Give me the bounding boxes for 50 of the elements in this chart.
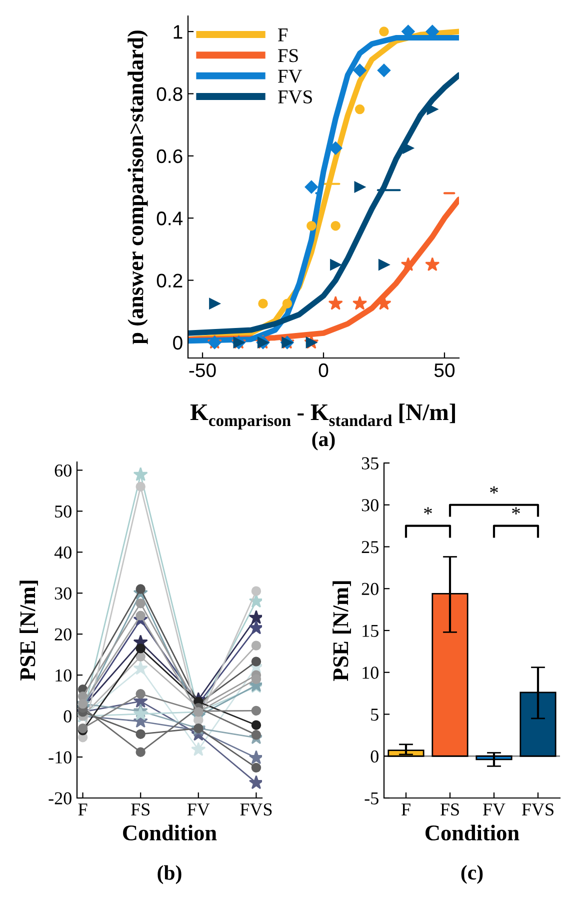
annotation: * [490,486,498,494]
y-tick-label: 25 [362,541,378,554]
legend-label: FV [278,70,302,83]
legend-label: FS [278,49,298,62]
y-tick-label: 0 [370,750,378,763]
y-tick-label: 0.6 [156,149,182,164]
x-tick-label: FS [440,803,459,816]
y-tick-label: 60 [54,464,72,477]
text: (a) [312,432,335,450]
y-tick-label: 10 [362,666,378,679]
text: (c) [461,865,483,884]
y-tick-label: 35 [362,457,378,470]
y-tick-label: 15 [362,624,378,637]
annotation: * [424,507,432,514]
x-tick-label: FV [482,804,506,816]
x-tick-label: -50 [189,363,216,378]
legend-label: F [278,28,288,42]
y-tick-label: 0 [64,710,72,722]
y-tick-label: -20 [48,792,72,804]
y-tick-label: 1 [174,25,182,39]
x-axis-title: Condition [123,824,217,840]
x-tick-label: F [402,804,410,816]
legend-label: FVS [278,90,312,104]
x-axis-title: Condition [426,824,520,840]
y-axis-title: p (answer comparison>standard) [128,30,148,344]
y-tick-label: 0.4 [156,212,183,226]
y-tick-label: 0.8 [156,87,182,101]
y-tick-label: 20 [54,628,72,641]
y-tick-label: 0 [173,336,182,350]
x-tick-label: FVS [522,803,554,816]
x-tick-label: F [78,804,88,816]
annotation: * [512,507,520,514]
x-tick-label: FS [131,803,150,816]
x-tick-label: 0 [318,363,328,378]
text: (b) [158,865,182,884]
y-tick-label: 20 [362,582,378,596]
y-tick-label: 0.2 [156,274,182,288]
y-tick-label: 30 [54,587,72,600]
x-tick-label: FV [187,804,210,816]
x-tick-label: FVS [240,803,272,816]
y-tick-label: 5 [371,708,378,721]
y-tick-label: 30 [362,499,378,512]
y-tick-label: -10 [48,751,72,764]
y-tick-label: -5 [364,792,378,804]
y-axis-title: PSE [N/m] [20,580,38,681]
x-tick-label: 50 [434,363,455,378]
y-tick-label: 10 [56,669,72,682]
y-tick-label: 40 [54,546,72,559]
y-tick-label: 50 [55,505,72,518]
y-axis-title: PSE [N/m] [332,581,351,682]
